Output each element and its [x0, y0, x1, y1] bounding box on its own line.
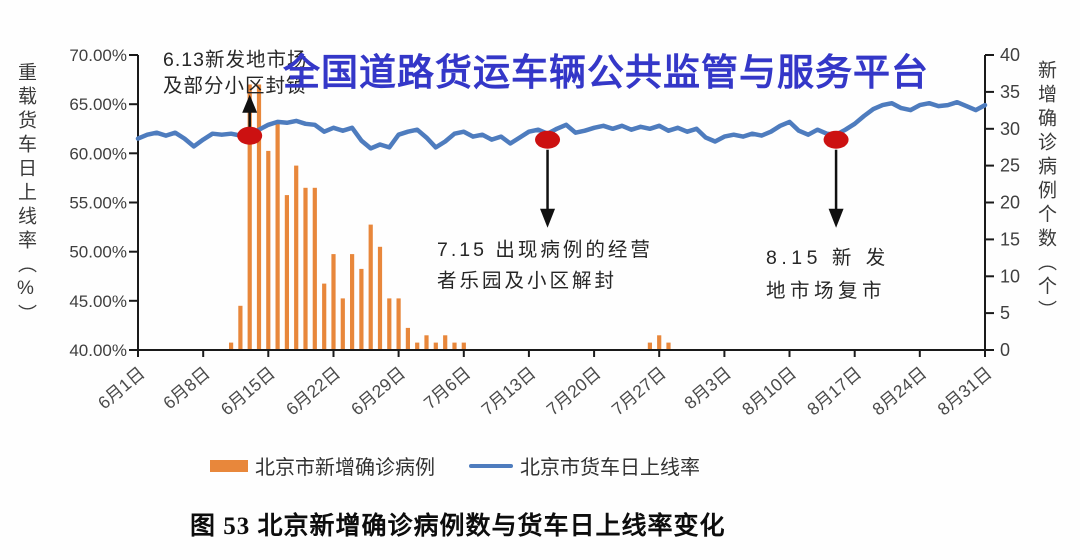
svg-text:25: 25	[1000, 156, 1020, 176]
svg-text:8月3日: 8月3日	[680, 363, 735, 413]
svg-text:10: 10	[1000, 266, 1020, 286]
event-label: 6.13新发地市场	[163, 49, 307, 71]
svg-text:20: 20	[1000, 193, 1020, 213]
svg-text:65.00%: 65.00%	[69, 95, 127, 114]
svg-text:50.00%: 50.00%	[69, 243, 127, 262]
right-axis-tick-labels: 0 5 10 15 20 25 30 35 40	[1000, 45, 1020, 360]
svg-text:70.00%: 70.00%	[69, 46, 127, 65]
svg-text:6月22日: 6月22日	[282, 363, 344, 420]
svg-text:60.00%: 60.00%	[69, 144, 127, 163]
svg-text:7月27日: 7月27日	[608, 363, 670, 420]
watermark-text: 全国道路货运车辆公共监管与服务平台	[283, 52, 929, 93]
svg-text:6月29日: 6月29日	[347, 363, 409, 420]
svg-text:8月24日: 8月24日	[868, 363, 930, 420]
svg-text:45.00%: 45.00%	[69, 292, 127, 311]
axes	[129, 54, 994, 357]
event-dot	[823, 130, 849, 149]
svg-text:30: 30	[1000, 119, 1020, 139]
svg-text:15: 15	[1000, 229, 1020, 249]
legend-bar-label: 北京市新增确诊病例	[255, 457, 435, 479]
event-label: 地市场复市	[766, 280, 886, 302]
event-dot	[237, 126, 263, 145]
event-label: 8.15 新 发	[766, 247, 890, 269]
event-dot	[535, 130, 561, 149]
figure-caption: 图 53 北京新增确诊病例数与货车日上线率变化	[190, 513, 726, 540]
left-axis-title: 重载货车日上线率（%）	[15, 62, 36, 328]
svg-text:8月10日: 8月10日	[738, 363, 800, 420]
svg-text:55.00%: 55.00%	[69, 194, 127, 213]
event-label: 者乐园及小区解封	[437, 270, 617, 292]
svg-text:7月13日: 7月13日	[477, 363, 539, 420]
svg-text:6月1日: 6月1日	[94, 363, 149, 413]
event-label: 及部分小区封锁	[163, 75, 307, 97]
svg-text:40: 40	[1000, 45, 1020, 65]
svg-text:7月20日: 7月20日	[543, 363, 605, 420]
legend-bar-swatch	[210, 459, 248, 472]
svg-text:7月6日: 7月6日	[420, 363, 475, 413]
event-label: 7.15 出现病例的经营	[437, 239, 653, 261]
legend-item-rate: 北京市货车日上线率	[469, 451, 700, 480]
legend-line-label: 北京市货车日上线率	[520, 457, 700, 479]
x-axis-tick-labels: 6月1日 6月8日 6月15日 6月22日 6月29日 7月6日 7月13日 7月20日 7月2…	[94, 363, 996, 420]
svg-text:40.00%: 40.00%	[69, 341, 127, 360]
online-rate-line	[135, 99, 988, 151]
svg-text:5: 5	[1000, 303, 1010, 323]
legend-item-cases: 北京市新增确诊病例	[210, 451, 435, 480]
svg-text:6月15日: 6月15日	[217, 363, 279, 420]
event-arrowhead	[540, 208, 556, 228]
svg-text:35: 35	[1000, 82, 1020, 102]
svg-text:6月8日: 6月8日	[159, 363, 214, 413]
legend-line-swatch	[469, 463, 513, 468]
svg-text:0: 0	[1000, 340, 1010, 360]
event-arrowhead	[242, 94, 258, 113]
svg-text:8月31日: 8月31日	[934, 363, 996, 420]
right-axis-title: 新增确诊病例个数（个）	[1035, 60, 1056, 324]
chart-canvas: 40.00% 45.00% 50.00% 55.00% 60.00% 65.00% 70.0…	[69, 45, 1020, 420]
cases-bars	[229, 84, 671, 351]
left-axis-tick-labels: 40.00% 45.00% 50.00% 55.00% 60.00% 65.00% 70.0…	[69, 46, 127, 360]
chart-legend: 北京市新增确诊病例 北京市货车日上线率	[210, 451, 700, 480]
svg-text:8月17日: 8月17日	[803, 363, 865, 420]
event-arrowhead	[828, 208, 844, 228]
